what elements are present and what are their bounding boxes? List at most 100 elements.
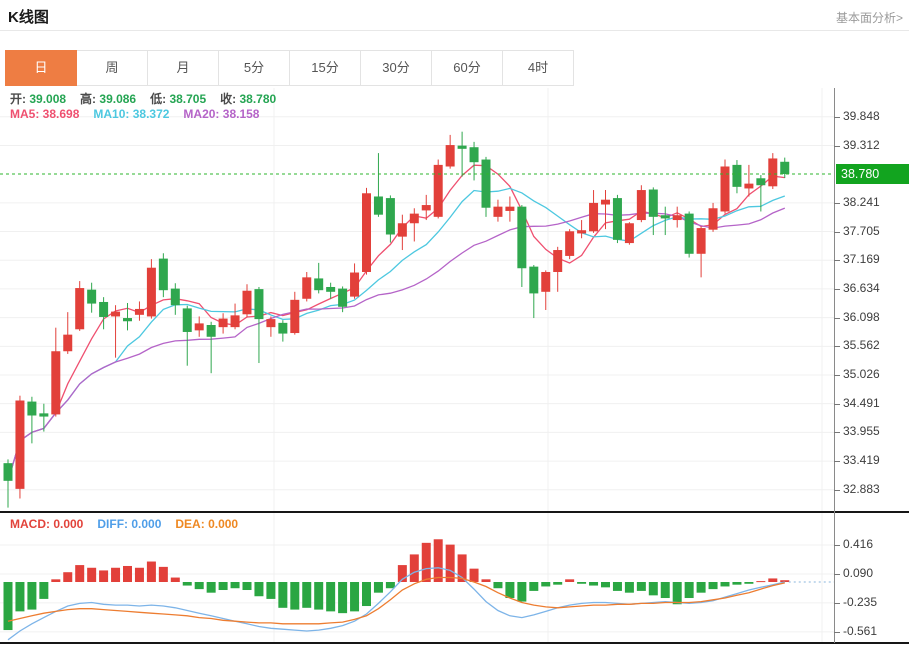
candle-body[interactable] <box>63 334 73 352</box>
candle-body[interactable] <box>577 230 587 234</box>
macd-hist-bar[interactable] <box>302 582 312 608</box>
macd-hist-bar[interactable] <box>696 582 706 593</box>
tab-period-1[interactable]: 周 <box>77 50 148 86</box>
tab-period-5[interactable]: 30分 <box>361 50 432 86</box>
candle-body[interactable] <box>170 288 180 306</box>
candle-body[interactable] <box>158 258 168 291</box>
macd-hist-bar[interactable] <box>111 567 121 582</box>
macd-hist-bar[interactable] <box>338 582 348 614</box>
candle-body[interactable] <box>350 272 360 297</box>
tab-period-6[interactable]: 60分 <box>432 50 503 86</box>
macd-hist-bar[interactable] <box>194 582 204 590</box>
candle-body[interactable] <box>481 159 491 208</box>
macd-hist-bar[interactable] <box>589 582 599 586</box>
candle-body[interactable] <box>505 206 515 211</box>
candle-body[interactable] <box>3 463 13 481</box>
candle-body[interactable] <box>230 315 240 328</box>
macd-chart[interactable] <box>0 513 834 643</box>
tab-period-4[interactable]: 15分 <box>290 50 361 86</box>
macd-hist-bar[interactable] <box>409 554 419 582</box>
macd-hist-bar[interactable] <box>469 568 479 582</box>
macd-hist-bar[interactable] <box>3 582 13 631</box>
candle-body[interactable] <box>15 400 25 489</box>
macd-hist-bar[interactable] <box>206 582 216 593</box>
candle-body[interactable] <box>589 202 599 232</box>
macd-hist-bar[interactable] <box>732 582 742 585</box>
candle-body[interactable] <box>744 183 754 189</box>
macd-hist-bar[interactable] <box>505 582 515 599</box>
tab-period-2[interactable]: 月 <box>148 50 219 86</box>
candle-body[interactable] <box>493 206 503 217</box>
macd-hist-bar[interactable] <box>51 579 61 582</box>
macd-hist-bar[interactable] <box>577 582 587 584</box>
candle-body[interactable] <box>338 288 348 307</box>
candle-body[interactable] <box>565 231 575 256</box>
macd-hist-bar[interactable] <box>445 544 455 582</box>
macd-hist-bar[interactable] <box>672 582 682 605</box>
candle-body[interactable] <box>612 198 622 240</box>
macd-hist-bar[interactable] <box>612 582 622 591</box>
macd-hist-bar[interactable] <box>397 565 407 582</box>
candle-body[interactable] <box>732 164 742 187</box>
candle-body[interactable] <box>302 277 312 299</box>
macd-hist-bar[interactable] <box>684 582 694 599</box>
tab-period-3[interactable]: 5分 <box>219 50 290 86</box>
macd-hist-bar[interactable] <box>565 579 575 582</box>
candle-body[interactable] <box>720 166 730 212</box>
macd-hist-bar[interactable] <box>218 582 228 591</box>
candle-body[interactable] <box>660 215 670 219</box>
candle-body[interactable] <box>445 145 455 167</box>
candle-body[interactable] <box>553 250 563 272</box>
candlestick-chart[interactable] <box>0 88 834 512</box>
candle-body[interactable] <box>27 401 37 416</box>
candle-body[interactable] <box>696 228 706 254</box>
candle-body[interactable] <box>75 288 85 330</box>
candle-body[interactable] <box>194 323 204 331</box>
candle-body[interactable] <box>123 318 132 322</box>
candle-body[interactable] <box>254 289 264 320</box>
candle-body[interactable] <box>362 193 371 272</box>
candle-body[interactable] <box>373 196 383 215</box>
macd-hist-bar[interactable] <box>63 572 73 582</box>
macd-hist-bar[interactable] <box>648 582 658 596</box>
candle-body[interactable] <box>648 189 658 217</box>
macd-hist-bar[interactable] <box>756 581 766 583</box>
candle-body[interactable] <box>684 213 694 254</box>
macd-hist-bar[interactable] <box>254 582 264 597</box>
macd-hist-bar[interactable] <box>493 582 503 589</box>
candle-body[interactable] <box>517 206 527 269</box>
candle-body[interactable] <box>134 308 144 315</box>
macd-hist-bar[interactable] <box>636 582 646 591</box>
macd-hist-bar[interactable] <box>720 582 730 587</box>
macd-hist-bar[interactable] <box>780 580 790 582</box>
macd-hist-bar[interactable] <box>529 582 539 591</box>
candle-body[interactable] <box>541 271 551 292</box>
macd-hist-bar[interactable] <box>15 582 25 612</box>
macd-hist-bar[interactable] <box>517 582 527 602</box>
candle-body[interactable] <box>39 413 49 417</box>
candle-body[interactable] <box>278 322 288 334</box>
macd-hist-bar[interactable] <box>182 582 192 586</box>
macd-hist-bar[interactable] <box>362 582 371 607</box>
macd-hist-bar[interactable] <box>242 582 252 591</box>
tab-period-7[interactable]: 4时 <box>503 50 574 86</box>
macd-hist-bar[interactable] <box>99 570 109 582</box>
candle-body[interactable] <box>708 208 718 230</box>
candle-body[interactable] <box>266 319 276 328</box>
macd-hist-bar[interactable] <box>123 565 132 582</box>
fundamental-analysis-link[interactable]: 基本面分析> <box>835 11 903 25</box>
macd-hist-bar[interactable] <box>385 582 395 589</box>
macd-hist-bar[interactable] <box>421 542 431 582</box>
macd-hist-bar[interactable] <box>75 565 85 582</box>
macd-hist-bar[interactable] <box>134 567 144 582</box>
candle-body[interactable] <box>636 190 646 221</box>
macd-hist-bar[interactable] <box>541 582 551 587</box>
candle-body[interactable] <box>146 267 156 317</box>
macd-hist-bar[interactable] <box>39 582 49 599</box>
candle-body[interactable] <box>397 223 407 237</box>
macd-hist-bar[interactable] <box>553 582 563 585</box>
candle-body[interactable] <box>433 164 443 217</box>
candle-body[interactable] <box>111 311 121 317</box>
macd-hist-bar[interactable] <box>314 582 324 610</box>
candle-body[interactable] <box>87 289 97 304</box>
